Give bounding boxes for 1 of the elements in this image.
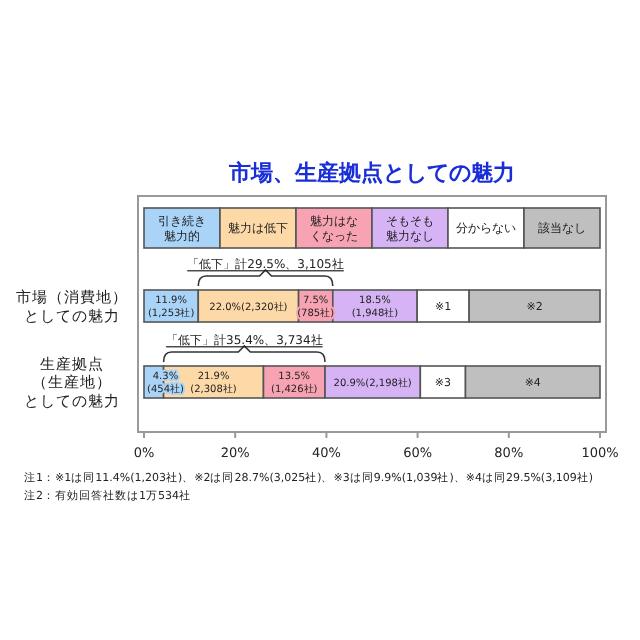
chart-title: 市場、生産拠点としての魅力 (227, 159, 515, 186)
